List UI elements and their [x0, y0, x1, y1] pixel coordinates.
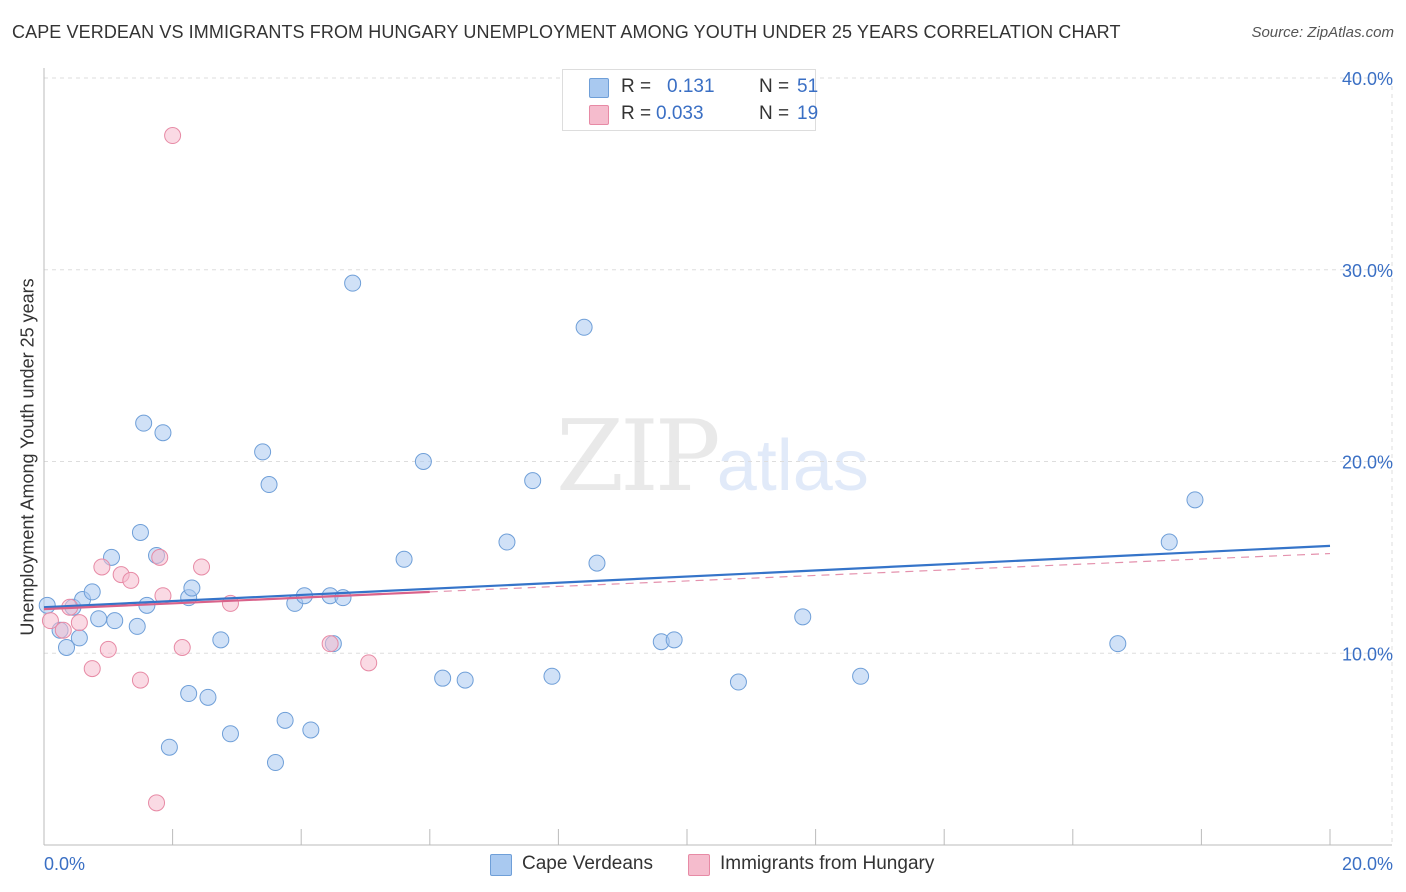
hungary-point — [93, 558, 111, 576]
hungary-point — [164, 127, 182, 145]
cape-verdeans-point — [260, 476, 278, 494]
cape-verdeans-point — [160, 738, 178, 756]
hungary-point — [54, 621, 72, 639]
cape-verdeans-point — [414, 453, 432, 470]
cape-verdeans-trend-line — [43, 544, 1331, 609]
cape-verdeans-point — [154, 424, 172, 442]
cape-verdeans-point — [266, 754, 284, 772]
cape-verdeans-point — [276, 711, 294, 729]
cape-verdeans-point — [70, 629, 88, 647]
y-tick-label: 20.0% — [1342, 453, 1393, 473]
cape-verdeans-point — [1160, 533, 1178, 551]
cape-verdeans-point — [729, 673, 747, 691]
x-tick-label: 0.0% — [44, 854, 85, 874]
hungary-point — [151, 548, 169, 566]
bottom-legend-swatch-blue — [490, 854, 512, 876]
legend-r-value: 0.033 — [656, 103, 704, 124]
legend-n-label: N = — [759, 76, 790, 97]
cape-verdeans-point — [302, 721, 320, 739]
y-tick-label: 10.0% — [1342, 644, 1393, 664]
cape-verdeans-point — [221, 725, 239, 743]
hungary-point — [70, 614, 88, 632]
bottom-legend-label: Cape Verdeans — [522, 853, 653, 874]
y-tick-label: 30.0% — [1342, 261, 1393, 281]
cape-verdeans-point — [794, 608, 812, 626]
cape-verdeans-point — [1109, 635, 1127, 653]
cape-verdeans-point — [106, 612, 124, 630]
cape-verdeans-point — [212, 631, 230, 649]
bottom-legend-swatch-pink — [688, 854, 710, 876]
cape-verdeans-point — [852, 667, 870, 685]
hungary-point — [122, 571, 140, 589]
cape-verdeans-point — [183, 579, 201, 597]
cape-verdeans-point — [180, 685, 198, 703]
legend-n-label: N = — [759, 103, 790, 124]
x-tick-label: 20.0% — [1342, 854, 1393, 874]
cape-verdeans-point — [199, 688, 217, 706]
cape-verdeans-point — [128, 617, 146, 635]
cape-verdeans-point — [90, 610, 108, 628]
hungary-point — [360, 654, 378, 672]
cape-verdeans-point — [135, 414, 153, 432]
cape-verdeans-point — [58, 638, 76, 656]
cape-verdeans-point — [434, 669, 452, 687]
y-tick-label: 40.0% — [1342, 69, 1393, 89]
cape-verdeans-point — [254, 443, 272, 461]
hungary-point — [148, 794, 166, 812]
legend-n-value: 51 — [797, 76, 819, 97]
hungary-point — [83, 660, 101, 678]
hungary-point — [173, 638, 191, 656]
legend-swatch-pink — [589, 105, 609, 125]
legend-r-label: R = — [621, 76, 652, 97]
legend-n-value: 19 — [797, 103, 819, 124]
hungary-point — [131, 671, 149, 689]
cape-verdeans-point — [395, 550, 413, 568]
hungary-point — [41, 612, 59, 630]
chart-title: CAPE VERDEAN VS IMMIGRANTS FROM HUNGARY … — [12, 22, 1121, 42]
hungary-point — [321, 635, 339, 653]
hungary-trend-dashed — [429, 552, 1331, 593]
cape-verdeans-point — [38, 596, 56, 614]
cape-verdeans-point — [131, 523, 149, 541]
cape-verdeans-point — [524, 472, 542, 490]
cape-verdeans-point — [588, 554, 606, 572]
cape-verdeans-point — [344, 274, 362, 292]
legend-swatch-blue — [589, 78, 609, 98]
cape-verdeans-point — [456, 671, 474, 689]
hungary-trend-line — [43, 590, 430, 611]
y-axis-label: Unemployment Among Youth under 25 years — [17, 278, 38, 636]
cape-verdeans-point — [575, 318, 593, 336]
legend-r-value: 0.131 — [667, 76, 715, 97]
bottom-legend-label: Immigrants from Hungary — [720, 853, 935, 874]
hungary-point — [193, 558, 211, 576]
legend-r-label: R = — [621, 103, 652, 124]
cape-verdeans-point — [543, 667, 561, 685]
cape-verdeans-point — [498, 533, 516, 551]
correlation-legend: R = 0.131 N = 51 R = 0.033 N = 19 — [562, 69, 819, 131]
cape-verdeans-point — [83, 583, 101, 601]
hungary-point — [99, 640, 117, 658]
cape-verdeans-point — [665, 631, 683, 649]
cape-verdeans-point — [1186, 491, 1204, 509]
source-credit: Source: ZipAtlas.com — [1251, 24, 1394, 41]
